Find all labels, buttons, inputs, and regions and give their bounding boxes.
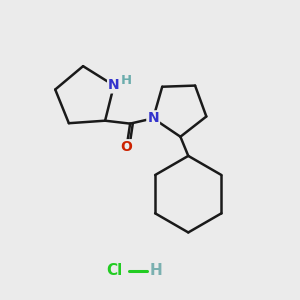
Text: N: N (108, 78, 120, 92)
Text: N: N (147, 111, 159, 125)
Text: H: H (149, 263, 162, 278)
Text: O: O (121, 140, 133, 154)
Text: H: H (121, 74, 132, 87)
Text: Cl: Cl (106, 263, 123, 278)
